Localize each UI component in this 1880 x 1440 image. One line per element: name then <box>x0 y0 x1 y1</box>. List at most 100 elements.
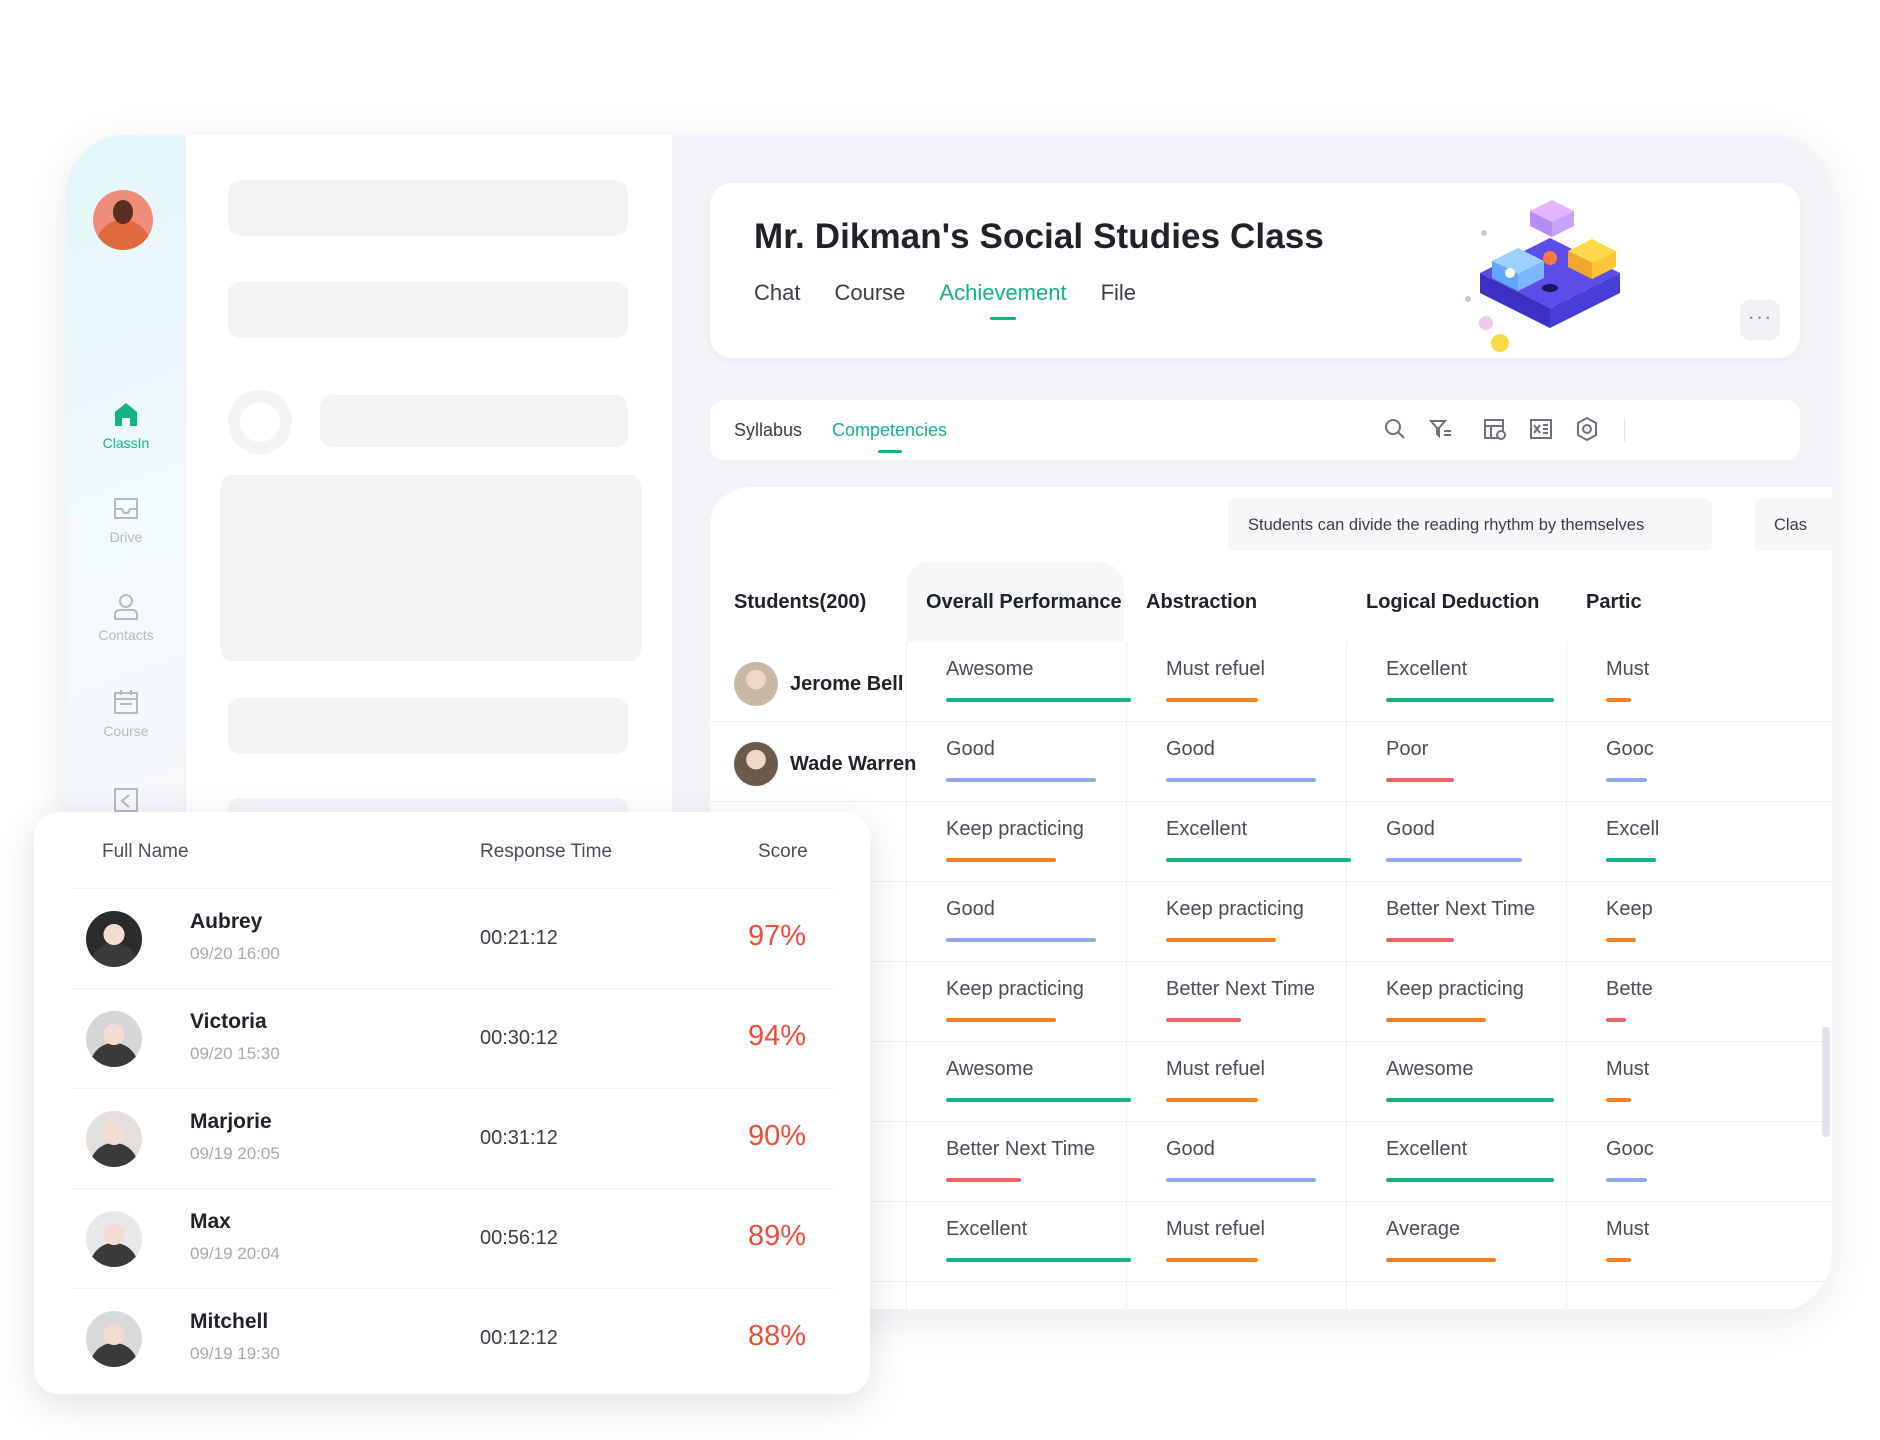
placeholder-bar <box>228 180 628 236</box>
column-header-response-time: Response Time <box>480 841 613 862</box>
rating-cell[interactable]: Must <box>1606 658 1650 680</box>
rating-cell[interactable]: Gooc <box>1606 738 1654 760</box>
table-settings-icon[interactable] <box>1482 416 1508 442</box>
rating-cell[interactable]: Keep practicing <box>1166 898 1304 920</box>
rating-bar <box>1166 858 1351 862</box>
rating-bar <box>946 1258 1131 1262</box>
rating-cell[interactable]: Better Next Time <box>946 1138 1095 1160</box>
table-row[interactable]: Mitchell 09/19 19:30 00:12:12 88% <box>72 1288 834 1388</box>
subtab-syllabus[interactable]: Syllabus <box>734 420 803 440</box>
rating-cell[interactable]: Good <box>946 898 995 920</box>
student-name: Marjorie <box>190 1110 272 1133</box>
rating-bar <box>1606 1258 1631 1262</box>
rating-cell[interactable]: Awesome <box>946 658 1034 680</box>
column-header-students[interactable]: Students(200) <box>734 591 867 613</box>
rating-cell[interactable]: Excellent <box>1386 658 1468 680</box>
competency-description: Students can divide the reading rhythm b… <box>1228 499 1712 551</box>
rating-bar <box>1166 1098 1258 1102</box>
response-time: 00:31:12 <box>480 1127 558 1149</box>
submission-date: 09/19 20:05 <box>190 1144 280 1163</box>
avatar <box>86 1111 142 1167</box>
competency-description: Clas <box>1754 499 1832 551</box>
table-row[interactable]: Wade Warren Good Good Poor Gooc <box>710 722 1832 802</box>
edit-icon <box>114 788 138 812</box>
rating-cell[interactable]: Must refuel <box>1166 1218 1265 1240</box>
rating-cell[interactable]: Good <box>1166 738 1215 760</box>
column-header-abstraction[interactable]: Abstraction <box>1146 591 1258 613</box>
row-divider <box>710 1121 1832 1122</box>
results-card: Full Name Response Time Score Aubrey 09/2… <box>34 812 870 1394</box>
avatar <box>86 911 142 967</box>
more-options-button[interactable]: ··· <box>1740 300 1780 340</box>
tab-chat[interactable]: Chat <box>754 280 801 305</box>
table-row[interactable]: Victoria 09/20 15:30 00:30:12 94% <box>72 988 834 1088</box>
column-header-logical-deduction[interactable]: Logical Deduction <box>1366 591 1540 613</box>
rating-cell[interactable]: Keep practicing <box>946 818 1084 840</box>
rating-cell[interactable]: Keep <box>1606 898 1653 920</box>
rating-cell[interactable]: Better Next Time <box>1166 978 1315 1000</box>
rating-cell[interactable]: Better Next Time <box>1386 898 1535 920</box>
avatar <box>86 1311 142 1367</box>
rating-bar <box>1606 778 1647 782</box>
rail-item-more[interactable] <box>66 785 186 821</box>
rating-bar <box>1386 1178 1554 1182</box>
rating-cell[interactable]: Awesome <box>1386 1058 1474 1080</box>
rating-cell[interactable]: Average <box>1386 1218 1461 1240</box>
vertical-scrollbar[interactable] <box>1822 1027 1830 1137</box>
rail-item-contacts[interactable]: Contacts <box>66 591 186 643</box>
table-row[interactable]: Jerome Bell Awesome Must refuel Excellent Mu… <box>710 642 1832 722</box>
row-divider <box>710 1281 1832 1282</box>
rail-item-course[interactable]: Course <box>66 687 186 739</box>
score-value: 90% <box>747 1120 806 1152</box>
tab-course[interactable]: Course <box>834 280 906 305</box>
rating-cell[interactable]: Poor <box>1386 738 1429 760</box>
rating-cell[interactable]: Must <box>1606 1218 1650 1240</box>
rail-item-classin[interactable]: ClassIn <box>66 399 186 451</box>
rail-item-drive[interactable]: Drive <box>66 493 186 545</box>
rating-cell[interactable]: Gooc <box>1606 1138 1654 1160</box>
rating-cell[interactable]: Awesome <box>946 1058 1034 1080</box>
response-time: 00:56:12 <box>480 1227 558 1249</box>
subtab-competencies[interactable]: Competencies <box>832 420 948 440</box>
tab-achievement[interactable]: Achievement <box>939 280 1067 305</box>
rating-cell[interactable]: Keep practicing <box>1386 978 1524 1000</box>
rating-cell[interactable]: Must refuel <box>1166 658 1265 680</box>
person-icon <box>114 594 138 620</box>
settings-icon[interactable] <box>1574 416 1600 442</box>
rating-cell[interactable]: Excell <box>1606 818 1660 840</box>
user-avatar[interactable] <box>93 190 153 250</box>
table-row[interactable]: Marjorie 09/19 20:05 00:31:12 90% <box>72 1088 834 1188</box>
column-header-participation[interactable]: Partic <box>1586 591 1642 613</box>
search-icon[interactable] <box>1382 416 1408 442</box>
table-row[interactable]: Aubrey 09/20 16:00 00:21:12 97% <box>72 888 834 988</box>
rail-label: ClassIn <box>102 435 150 451</box>
rating-cell[interactable]: Keep practicing <box>946 978 1084 1000</box>
rating-cell[interactable]: Good <box>946 738 995 760</box>
rating-cell[interactable]: Excellent <box>1166 818 1248 840</box>
column-header-overall[interactable]: Overall Performance <box>906 562 1124 642</box>
rating-cell[interactable]: Must <box>1606 1058 1650 1080</box>
rating-cell[interactable]: Good <box>1166 1138 1215 1160</box>
rating-cell[interactable]: Bette <box>1606 978 1653 1000</box>
student-cell: Jerome Bell <box>734 662 903 706</box>
rating-cell[interactable]: Excellent <box>1386 1138 1468 1160</box>
rating-cell[interactable]: Excellent <box>946 1218 1028 1240</box>
app-window: ClassIn Drive Contacts Course Mr. Dikm <box>66 135 1832 1313</box>
filter-icon[interactable] <box>1428 416 1454 442</box>
excel-export-icon[interactable] <box>1528 416 1554 442</box>
rating-bar <box>946 1098 1131 1102</box>
class-header: Mr. Dikman's Social Studies Class Chat C… <box>710 183 1800 358</box>
rating-cell[interactable]: Must refuel <box>1166 1058 1265 1080</box>
rating-bar <box>1166 1178 1316 1182</box>
table-row[interactable]: Max 09/19 20:04 00:56:12 89% <box>72 1188 834 1288</box>
student-name: Aubrey <box>190 910 263 933</box>
row-divider <box>710 801 1832 802</box>
tab-file[interactable]: File <box>1100 280 1137 305</box>
rating-cell[interactable]: Good <box>1386 818 1435 840</box>
